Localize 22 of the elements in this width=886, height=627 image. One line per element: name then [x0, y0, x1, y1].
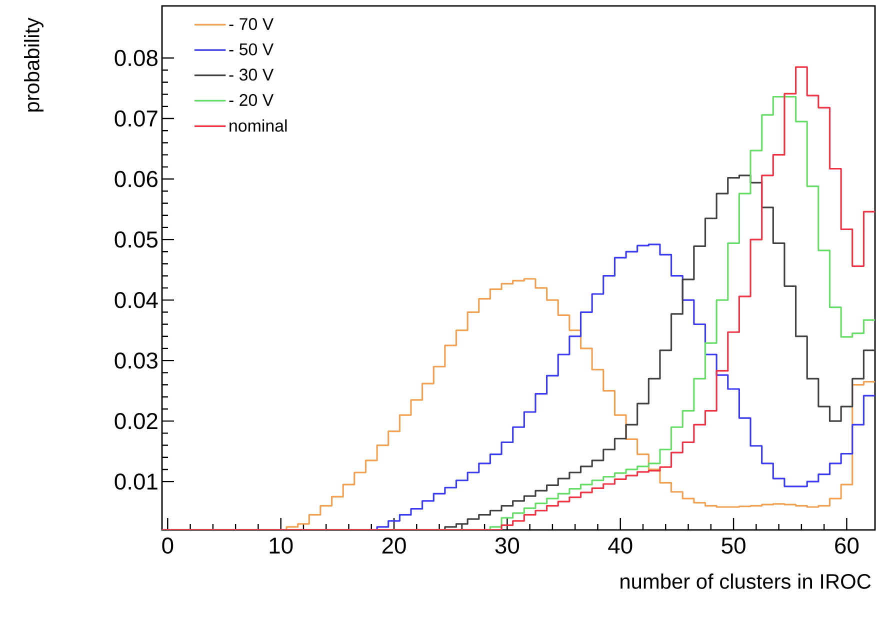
y-tick-label: 0.02 [114, 412, 158, 430]
y-tick-label: 0.03 [114, 352, 158, 369]
legend-label: - 30 V [229, 68, 274, 81]
y-tick-label: 0.08 [114, 50, 158, 66]
x-tick-label: 40 [608, 538, 632, 554]
x-tick-label: 30 [495, 538, 520, 554]
x-axis-title: number of clusters in IROC [620, 574, 871, 589]
legend-label: - 20 V [229, 94, 274, 106]
legend-label: - 70 V [229, 18, 274, 30]
y-tick-label: 0.07 [114, 110, 158, 127]
y-tick-label: 0.01 [114, 473, 158, 490]
y-axis-title: probability [24, 18, 44, 112]
legend-label: - 50 V [229, 43, 274, 56]
x-tick-label: 0 [162, 538, 174, 554]
x-tick-label: 60 [835, 538, 859, 554]
y-tick-label: 0.06 [114, 170, 158, 188]
x-tick-label: 50 [722, 538, 746, 554]
x-tick-label: 10 [270, 538, 293, 554]
y-tick-label: 0.05 [114, 231, 158, 248]
legend-label: nominal [230, 119, 287, 132]
x-tick-label: 20 [382, 538, 406, 554]
y-tick-label: 0.04 [114, 292, 158, 308]
